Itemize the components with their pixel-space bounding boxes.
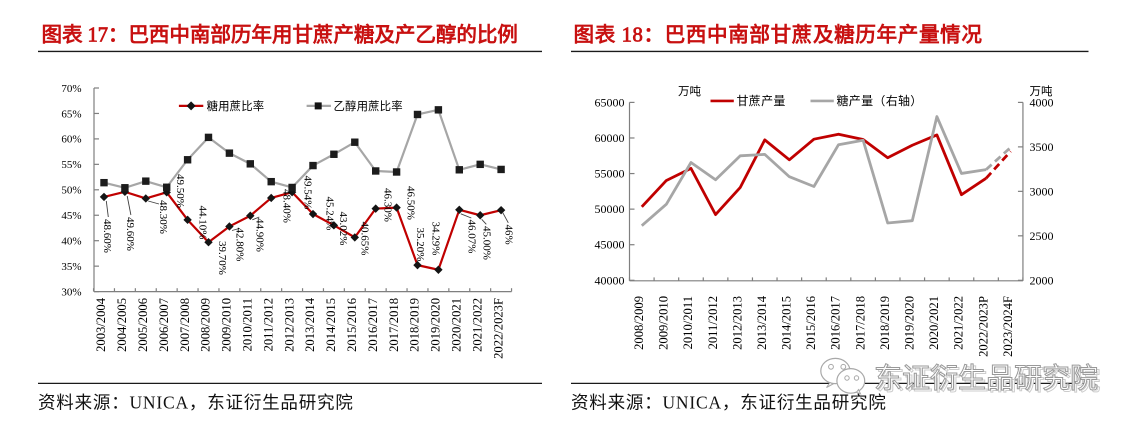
svg-text:2010/2011: 2010/2011 <box>681 296 695 349</box>
svg-text:39.70%: 39.70% <box>216 241 228 275</box>
svg-text:49.54%: 49.54% <box>301 176 313 210</box>
svg-text:2005/2006: 2005/2006 <box>136 298 150 352</box>
svg-text:30%: 30% <box>61 286 81 298</box>
svg-text:2008/2009: 2008/2009 <box>199 298 213 352</box>
svg-text:48.30%: 48.30% <box>157 200 169 234</box>
svg-text:35.20%: 35.20% <box>414 228 426 262</box>
svg-text:35%: 35% <box>61 261 81 273</box>
svg-text:2017/2018: 2017/2018 <box>853 296 867 350</box>
svg-text:2011/2012: 2011/2012 <box>706 296 720 349</box>
svg-text:45.00%: 45.00% <box>480 226 492 260</box>
svg-text:2000: 2000 <box>1030 273 1054 287</box>
svg-text:60%: 60% <box>61 134 81 146</box>
svg-text:49.50%: 49.50% <box>174 174 186 208</box>
svg-text:2013/2014: 2013/2014 <box>755 295 769 350</box>
svg-text:2007/2008: 2007/2008 <box>178 298 192 352</box>
svg-text:70%: 70% <box>61 83 81 95</box>
svg-text:东证衍生品研究院: 东证衍生品研究院 <box>874 363 1098 395</box>
svg-text:3000: 3000 <box>1030 184 1054 198</box>
svg-text:2017/2018: 2017/2018 <box>387 298 401 352</box>
svg-text:44.90%: 44.90% <box>253 218 265 252</box>
svg-text:40000: 40000 <box>595 273 625 287</box>
svg-text:糖用蔗比率: 糖用蔗比率 <box>207 99 265 113</box>
svg-text:60000: 60000 <box>595 131 625 145</box>
svg-text:2500: 2500 <box>1030 229 1054 243</box>
svg-text:2018/2019: 2018/2019 <box>408 298 422 352</box>
svg-text:2016/2017: 2016/2017 <box>829 296 843 350</box>
svg-text:2010/2011: 2010/2011 <box>241 298 255 351</box>
svg-text:2021/2022: 2021/2022 <box>952 296 966 350</box>
svg-text:46%: 46% <box>502 225 514 245</box>
svg-text:2008/2009: 2008/2009 <box>632 296 646 350</box>
svg-text:45.24%: 45.24% <box>323 197 335 231</box>
svg-text:48.60%: 48.60% <box>101 219 113 253</box>
svg-text:2022/2023P: 2022/2023P <box>976 296 990 357</box>
svg-text:44.10%: 44.10% <box>196 206 208 240</box>
svg-text:2019/2020: 2019/2020 <box>902 296 916 350</box>
svg-text:2012/2013: 2012/2013 <box>730 296 744 350</box>
svg-text:乙醇用蔗比率: 乙醇用蔗比率 <box>334 99 403 113</box>
svg-text:34.29%: 34.29% <box>429 222 441 256</box>
svg-text:65000: 65000 <box>595 95 625 109</box>
svg-text:2011/2012: 2011/2012 <box>261 298 275 351</box>
svg-text:2012/2013: 2012/2013 <box>282 298 296 352</box>
svg-text:46.30%: 46.30% <box>381 188 393 222</box>
svg-text:2009/2010: 2009/2010 <box>220 298 234 352</box>
svg-text:2006/2007: 2006/2007 <box>157 298 171 352</box>
svg-text:2013/2014: 2013/2014 <box>303 297 317 352</box>
svg-text:4000: 4000 <box>1030 95 1054 109</box>
svg-text:50000: 50000 <box>595 202 625 216</box>
svg-text:万吨: 万吨 <box>1030 85 1053 98</box>
svg-text:46.50%: 46.50% <box>404 186 416 220</box>
svg-text:2022/2023F: 2022/2023F <box>491 298 505 359</box>
svg-text:2015/2016: 2015/2016 <box>804 296 818 350</box>
svg-text:2003/2004: 2003/2004 <box>94 297 108 352</box>
svg-text:2015/2016: 2015/2016 <box>345 298 359 352</box>
svg-text:2020/2021: 2020/2021 <box>927 296 941 350</box>
svg-text:43.02%: 43.02% <box>337 212 349 246</box>
svg-text:图表 18：巴西中南部甘蔗及糖历年产量情况: 图表 18：巴西中南部甘蔗及糖历年产量情况 <box>574 24 983 47</box>
svg-text:资料来源：UNICA，东证衍生品研究院: 资料来源：UNICA，东证衍生品研究院 <box>38 393 354 413</box>
svg-text:49.60%: 49.60% <box>124 217 136 251</box>
svg-text:2023/2024F: 2023/2024F <box>1001 296 1015 357</box>
svg-text:东证衍生品研究院: 东证衍生品研究院 <box>877 365 1101 397</box>
svg-text:资料来源：UNICA，东证衍生品研究院: 资料来源：UNICA，东证衍生品研究院 <box>571 393 887 413</box>
svg-text:2014/2015: 2014/2015 <box>324 298 338 352</box>
svg-text:万吨: 万吨 <box>678 85 701 98</box>
svg-text:2009/2010: 2009/2010 <box>657 296 671 350</box>
svg-text:50%: 50% <box>61 185 81 197</box>
svg-text:2019/2020: 2019/2020 <box>429 298 443 352</box>
svg-text:2021/2022: 2021/2022 <box>470 298 484 352</box>
svg-text:糖产量（右轴）: 糖产量（右轴） <box>837 93 923 108</box>
svg-text:2014/2015: 2014/2015 <box>780 296 794 350</box>
svg-text:45%: 45% <box>61 210 81 222</box>
svg-text:2018/2019: 2018/2019 <box>878 296 892 350</box>
svg-text:46.07%: 46.07% <box>465 220 477 254</box>
svg-text:图表 17：巴西中南部历年用甘蔗产糖及产乙醇的比例: 图表 17：巴西中南部历年用甘蔗产糖及产乙醇的比例 <box>42 24 518 47</box>
svg-text:55000: 55000 <box>595 167 625 181</box>
svg-text:40%: 40% <box>61 236 81 248</box>
svg-text:65%: 65% <box>61 108 81 120</box>
svg-text:3500: 3500 <box>1030 140 1054 154</box>
svg-text:2020/2021: 2020/2021 <box>450 298 464 352</box>
svg-text:45000: 45000 <box>595 238 625 252</box>
svg-text:42.80%: 42.80% <box>233 228 245 262</box>
svg-text:48.40%: 48.40% <box>280 189 292 223</box>
svg-text:55%: 55% <box>61 159 81 171</box>
svg-text:2016/2017: 2016/2017 <box>366 298 380 352</box>
svg-text:2004/2005: 2004/2005 <box>115 298 129 352</box>
svg-text:甘蔗产量: 甘蔗产量 <box>737 94 786 108</box>
svg-text:40.65%: 40.65% <box>358 222 370 256</box>
